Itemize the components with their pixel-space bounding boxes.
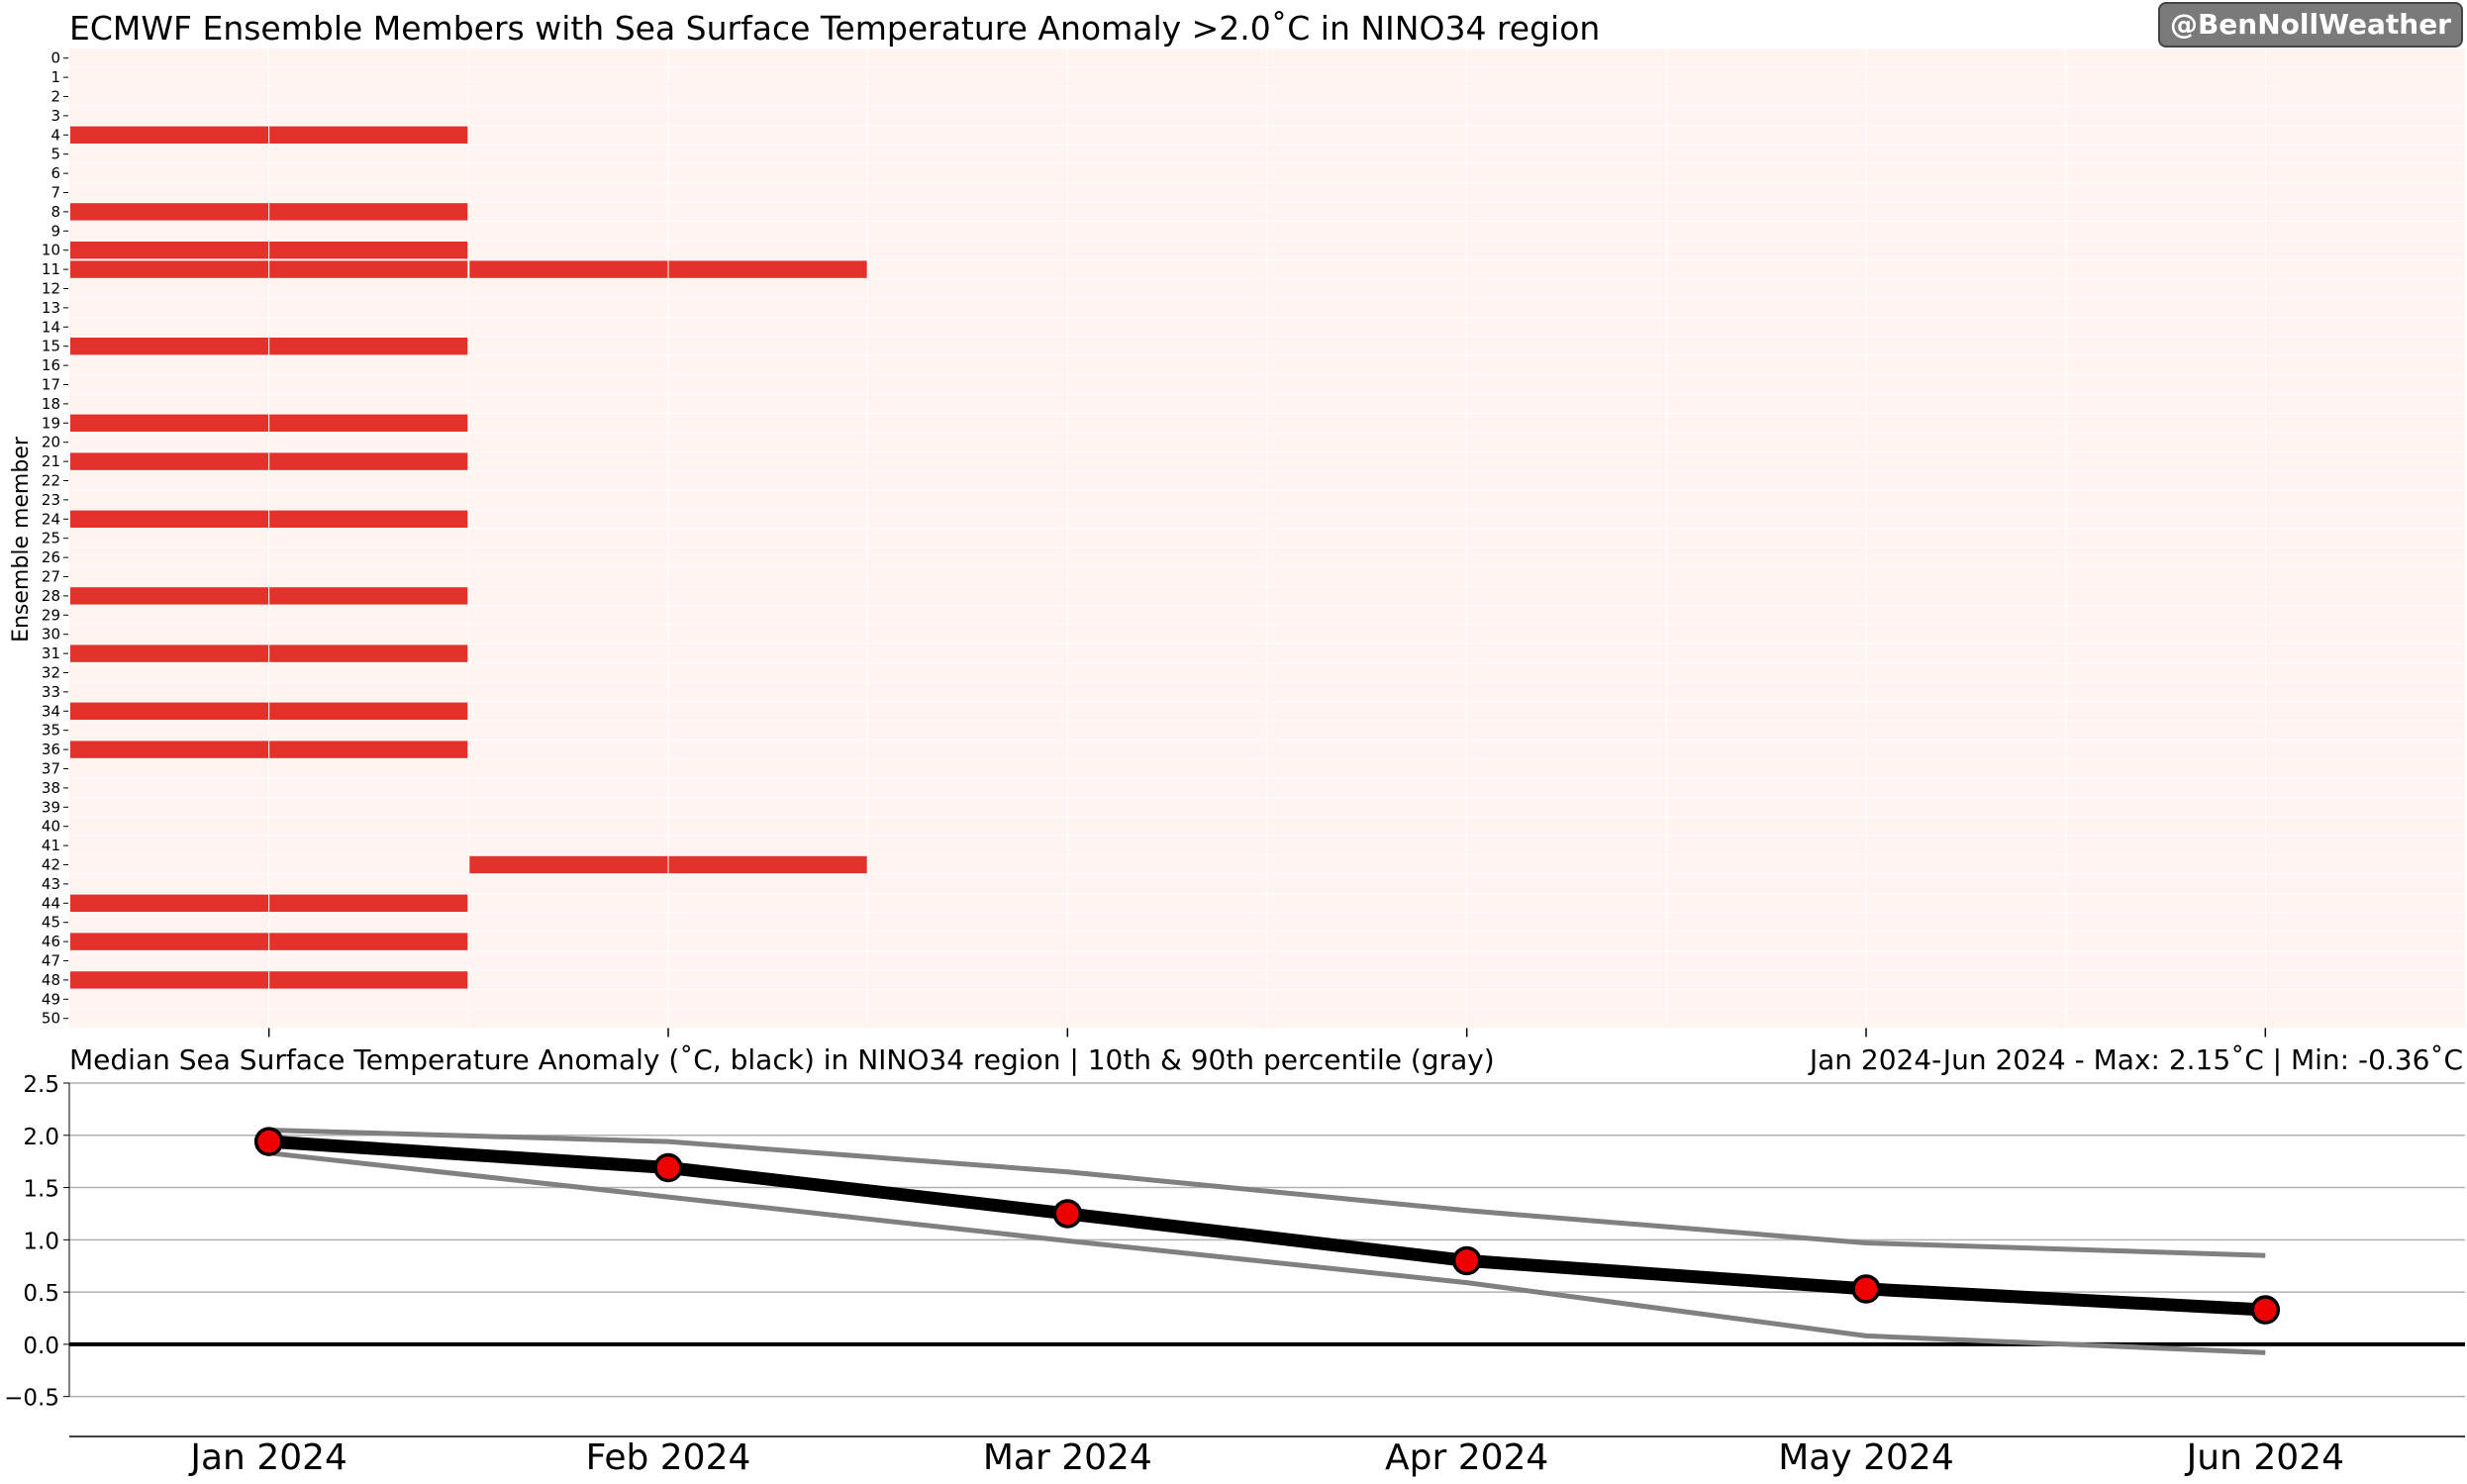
heatmap-y-tick-label: 30 xyxy=(42,626,60,643)
heatmap-y-tick-label: 15 xyxy=(42,338,60,355)
heatmap-y-tick-label: 38 xyxy=(42,779,60,797)
heatmap-y-tick-label: 6 xyxy=(50,164,60,182)
median-point xyxy=(1851,1274,1881,1304)
heatmap-y-tick-label: 19 xyxy=(42,414,60,432)
median-point xyxy=(253,1127,284,1156)
heatmap-y-tick-label: 9 xyxy=(50,222,60,240)
heatmap-y-tick-label: 44 xyxy=(42,894,60,912)
line-chart-y-tick-label: 1.5 xyxy=(23,1177,59,1203)
heatmap-y-tick-label: 11 xyxy=(42,260,60,278)
heatmap-y-tick-label: 18 xyxy=(42,395,60,413)
median-point xyxy=(653,1152,683,1183)
heatmap-y-tick-label: 31 xyxy=(42,644,60,662)
line-chart-x-tick-label: Jun 2024 xyxy=(2185,1437,2344,1478)
line-chart-layer: 2.5 2.0 1.5 1.0 0.5 0.0 −0.5 Jan 2024 Feb 2024 Ma… xyxy=(4,1072,2465,1478)
watermark-badge: @BenNollWeather xyxy=(2157,2,2463,48)
line-chart-y-tick-label: 2.5 xyxy=(23,1072,59,1098)
heatmap-y-tick-label: 8 xyxy=(50,203,60,221)
line-chart-x-tick-label: Mar 2024 xyxy=(983,1437,1152,1478)
heatmap-y-tick-label: 24 xyxy=(42,510,60,528)
heatmap-y-axis-label: Ensemble member xyxy=(9,436,34,643)
median-point xyxy=(1052,1199,1083,1229)
heatmap-y-tick-label: 3 xyxy=(50,107,60,125)
heatmap-y-tick-label: 20 xyxy=(42,434,60,451)
heatmap-y-tick-label: 40 xyxy=(42,818,60,836)
heatmap-y-tick-label: 34 xyxy=(42,702,60,720)
heatmap-y-tick-label: 23 xyxy=(42,491,60,509)
heatmap-y-tick-label: 36 xyxy=(42,741,60,758)
heatmap-y-tick-label: 16 xyxy=(42,356,60,374)
line-chart-x-tick-label: Feb 2024 xyxy=(586,1437,751,1478)
heatmap-y-tick-label: 7 xyxy=(50,184,60,202)
line-chart-title: Median Sea Surface Temperature Anomaly (… xyxy=(69,1043,1495,1076)
heatmap-y-tick-label: 13 xyxy=(42,299,60,317)
heatmap-y-tick-label: 41 xyxy=(42,837,60,854)
heatmap-y-tick-label: 10 xyxy=(42,242,60,259)
heatmap-y-tick-label: 50 xyxy=(42,1010,60,1028)
heatmap-y-tick-label: 48 xyxy=(42,971,60,989)
line-chart-x-tick-label: Apr 2024 xyxy=(1385,1437,1548,1478)
heatmap-y-tick-label: 33 xyxy=(42,683,60,701)
heatmap-y-tick-label: 17 xyxy=(42,376,60,394)
percentile-10-line xyxy=(268,1150,2266,1355)
median-point xyxy=(2250,1295,2281,1325)
heatmap-y-tick-label: 4 xyxy=(50,126,60,144)
heatmap-y-tick-label: 1 xyxy=(50,68,60,86)
heatmap-y-tick-label: 47 xyxy=(42,952,60,970)
line-chart-y-tick-label: 0.5 xyxy=(23,1281,59,1307)
percentile-90-line xyxy=(268,1128,2266,1258)
line-chart-y-tick-label: −0.5 xyxy=(4,1386,59,1412)
heatmap-y-tick-label: 2 xyxy=(50,88,60,106)
line-chart-y-tick-label: 1.0 xyxy=(23,1229,59,1254)
heatmap-y-tick-label: 25 xyxy=(42,530,60,547)
heatmap-y-tick-label: 26 xyxy=(42,548,60,566)
heatmap-y-tick-label: 39 xyxy=(42,798,60,816)
line-chart-x-tick-label: May 2024 xyxy=(1778,1437,1954,1478)
heatmap-y-tick-label: 46 xyxy=(42,933,60,950)
line-chart-y-tick-label: 0.0 xyxy=(23,1334,59,1359)
heatmap-y-tick-label: 29 xyxy=(42,606,60,624)
heatmap-y-tick-label: 12 xyxy=(42,280,60,298)
heatmap-y-tick-label: 49 xyxy=(42,990,60,1008)
line-chart-y-tick-label: 2.0 xyxy=(23,1125,59,1150)
heatmap-y-tick-label: 43 xyxy=(42,875,60,893)
heatmap-y-tick-label: 27 xyxy=(42,568,60,586)
heatmap-y-tick-label: 37 xyxy=(42,760,60,778)
heatmap-y-tick-label: 0 xyxy=(50,49,60,67)
heatmap-y-tick-label: 14 xyxy=(42,318,60,336)
median-point xyxy=(1451,1245,1482,1276)
heatmap-y-tick-label: 45 xyxy=(42,914,60,932)
heatmap-y-tick-label: 28 xyxy=(42,587,60,605)
heatmap-title: ECMWF Ensemble Members with Sea Surface … xyxy=(69,9,1600,48)
heatmap-y-tick-label: 22 xyxy=(42,472,60,490)
line-chart-subtitle: Jan 2024-Jun 2024 - Max: 2.15˚C | Min: -… xyxy=(1808,1043,2463,1076)
median-line xyxy=(268,1135,2266,1317)
line-chart-x-tick-label: Jan 2024 xyxy=(188,1437,347,1478)
heatmap-y-tick-label: 42 xyxy=(42,856,60,874)
heatmap-layer: 0123456789101112131415161718192021222324… xyxy=(42,49,2465,1038)
heatmap-y-tick-label: 5 xyxy=(50,146,60,163)
heatmap-y-tick-label: 32 xyxy=(42,664,60,682)
heatmap-y-tick-label: 21 xyxy=(42,452,60,470)
heatmap-y-tick-label: 35 xyxy=(42,722,60,740)
